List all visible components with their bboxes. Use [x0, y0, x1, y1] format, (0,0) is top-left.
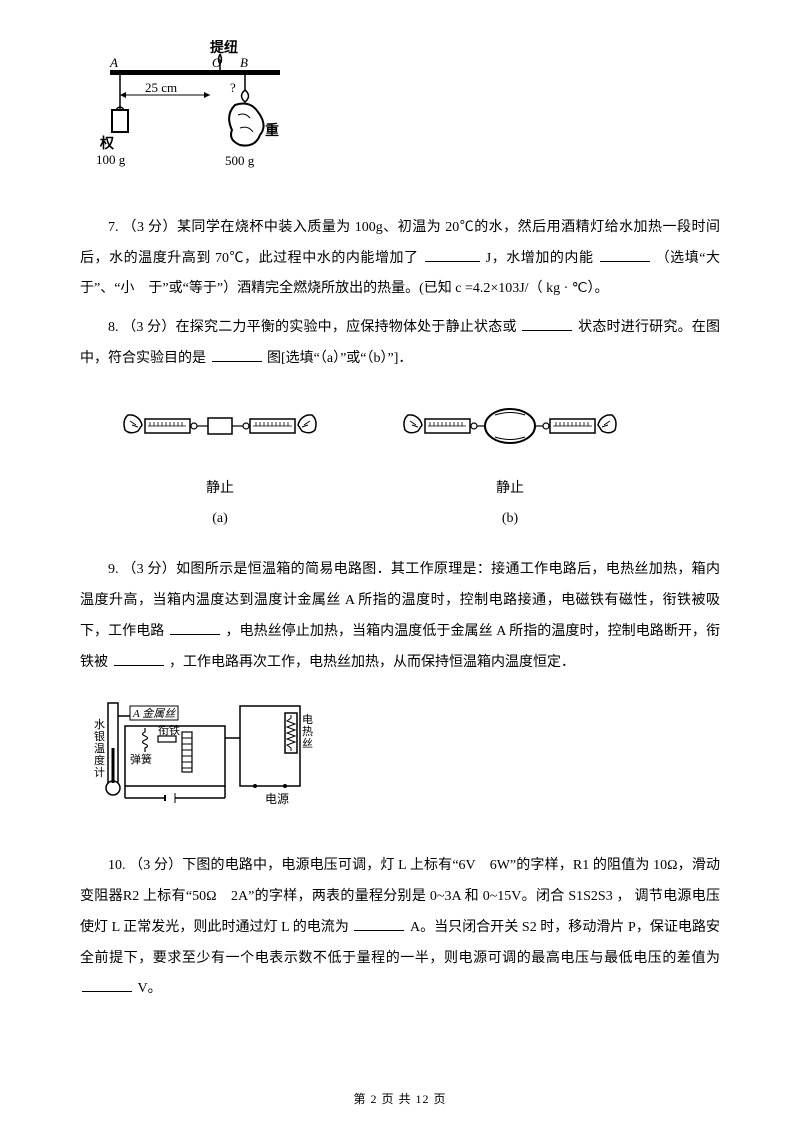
question-9: 9. （3 分）如图所示是恒温箱的简易电路图．其工作原理是：接通工作电路后，电热… [80, 555, 720, 678]
figure-a: 静止 (a) [120, 395, 320, 535]
question-8: 8. （3 分）在探究二力平衡的实验中，应保持物体处于静止状态或 状态时进行研究… [80, 313, 720, 375]
figure-steelyard: 提纽 A O B 25 cm ? 权 100 g 重 500 g [90, 40, 720, 193]
label-o: O [212, 55, 222, 70]
label-500g: 500 g [225, 153, 255, 168]
blank-q8-2 [212, 348, 262, 362]
label-jingzhi-b: 静止 [400, 474, 620, 505]
blank-q9-1 [170, 621, 220, 635]
blank-q9-2 [114, 652, 164, 666]
blank-q10-1 [354, 917, 404, 931]
q8-text-a: 8. （3 分）在探究二力平衡的实验中，应保持物体处于静止状态或 [108, 320, 517, 335]
question-7: 7. （3 分）某同学在烧杯中装入质量为 100g、初温为 20℃的水，然后用酒… [80, 213, 720, 305]
label-heater-1: 电 [302, 713, 313, 726]
figure-circuit: 水 银 温 度 计 A 金属丝 弹簧 衔铁 电 [90, 688, 720, 831]
label-quan: 权 [99, 135, 115, 152]
label-spring: 弹簧 [130, 752, 152, 766]
svg-text:温: 温 [94, 742, 105, 755]
label-question: ? [230, 80, 236, 95]
label-100g: 100 g [96, 152, 126, 167]
svg-text:度: 度 [94, 753, 105, 767]
page-footer: 第 2 页 共 12 页 [0, 1086, 800, 1112]
label-25cm: 25 cm [145, 80, 177, 95]
svg-text:银: 银 [94, 729, 105, 743]
q9-text-c: ，工作电路再次工作，电热丝加热，从而保持恒温箱内温度恒定． [169, 655, 575, 670]
svg-text:丝: 丝 [302, 737, 313, 750]
label-power: 电源 [265, 792, 289, 806]
label-b-caption: (b) [400, 504, 620, 535]
svg-text:计: 计 [94, 766, 105, 779]
label-b: B [240, 55, 248, 70]
figure-balance-ab: 静止 (a) 静止 (b) [120, 395, 720, 535]
svg-text:热: 热 [302, 725, 313, 738]
question-10: 10. （3 分）下图的电路中，电源电压可调，灯 L 上标有“6V 6W”的字样… [80, 851, 720, 1005]
blank-q7-1 [425, 248, 480, 262]
label-therm-1: 水 [94, 718, 105, 731]
label-a: A [109, 55, 118, 70]
label-tiniu: 提纽 [210, 40, 238, 56]
q8-text-c: 图[选填“（a）”或“（b）”]． [267, 351, 412, 366]
label-iron: 衔铁 [158, 724, 180, 737]
blank-q7-2 [600, 248, 650, 262]
footer-text: 第 2 页 共 12 页 [353, 1092, 446, 1106]
label-zhong: 重 [265, 122, 279, 139]
blank-q8-1 [522, 317, 572, 331]
q10-text-c: V。 [138, 981, 162, 996]
blank-q10-2 [82, 978, 132, 992]
label-jingzhi-a: 静止 [120, 474, 320, 505]
label-a-caption: (a) [120, 504, 320, 535]
q7-text-b: J，水增加的内能 [486, 251, 594, 266]
label-circuit-a: A 金属丝 [132, 707, 176, 720]
figure-b: 静止 (b) [400, 395, 620, 535]
